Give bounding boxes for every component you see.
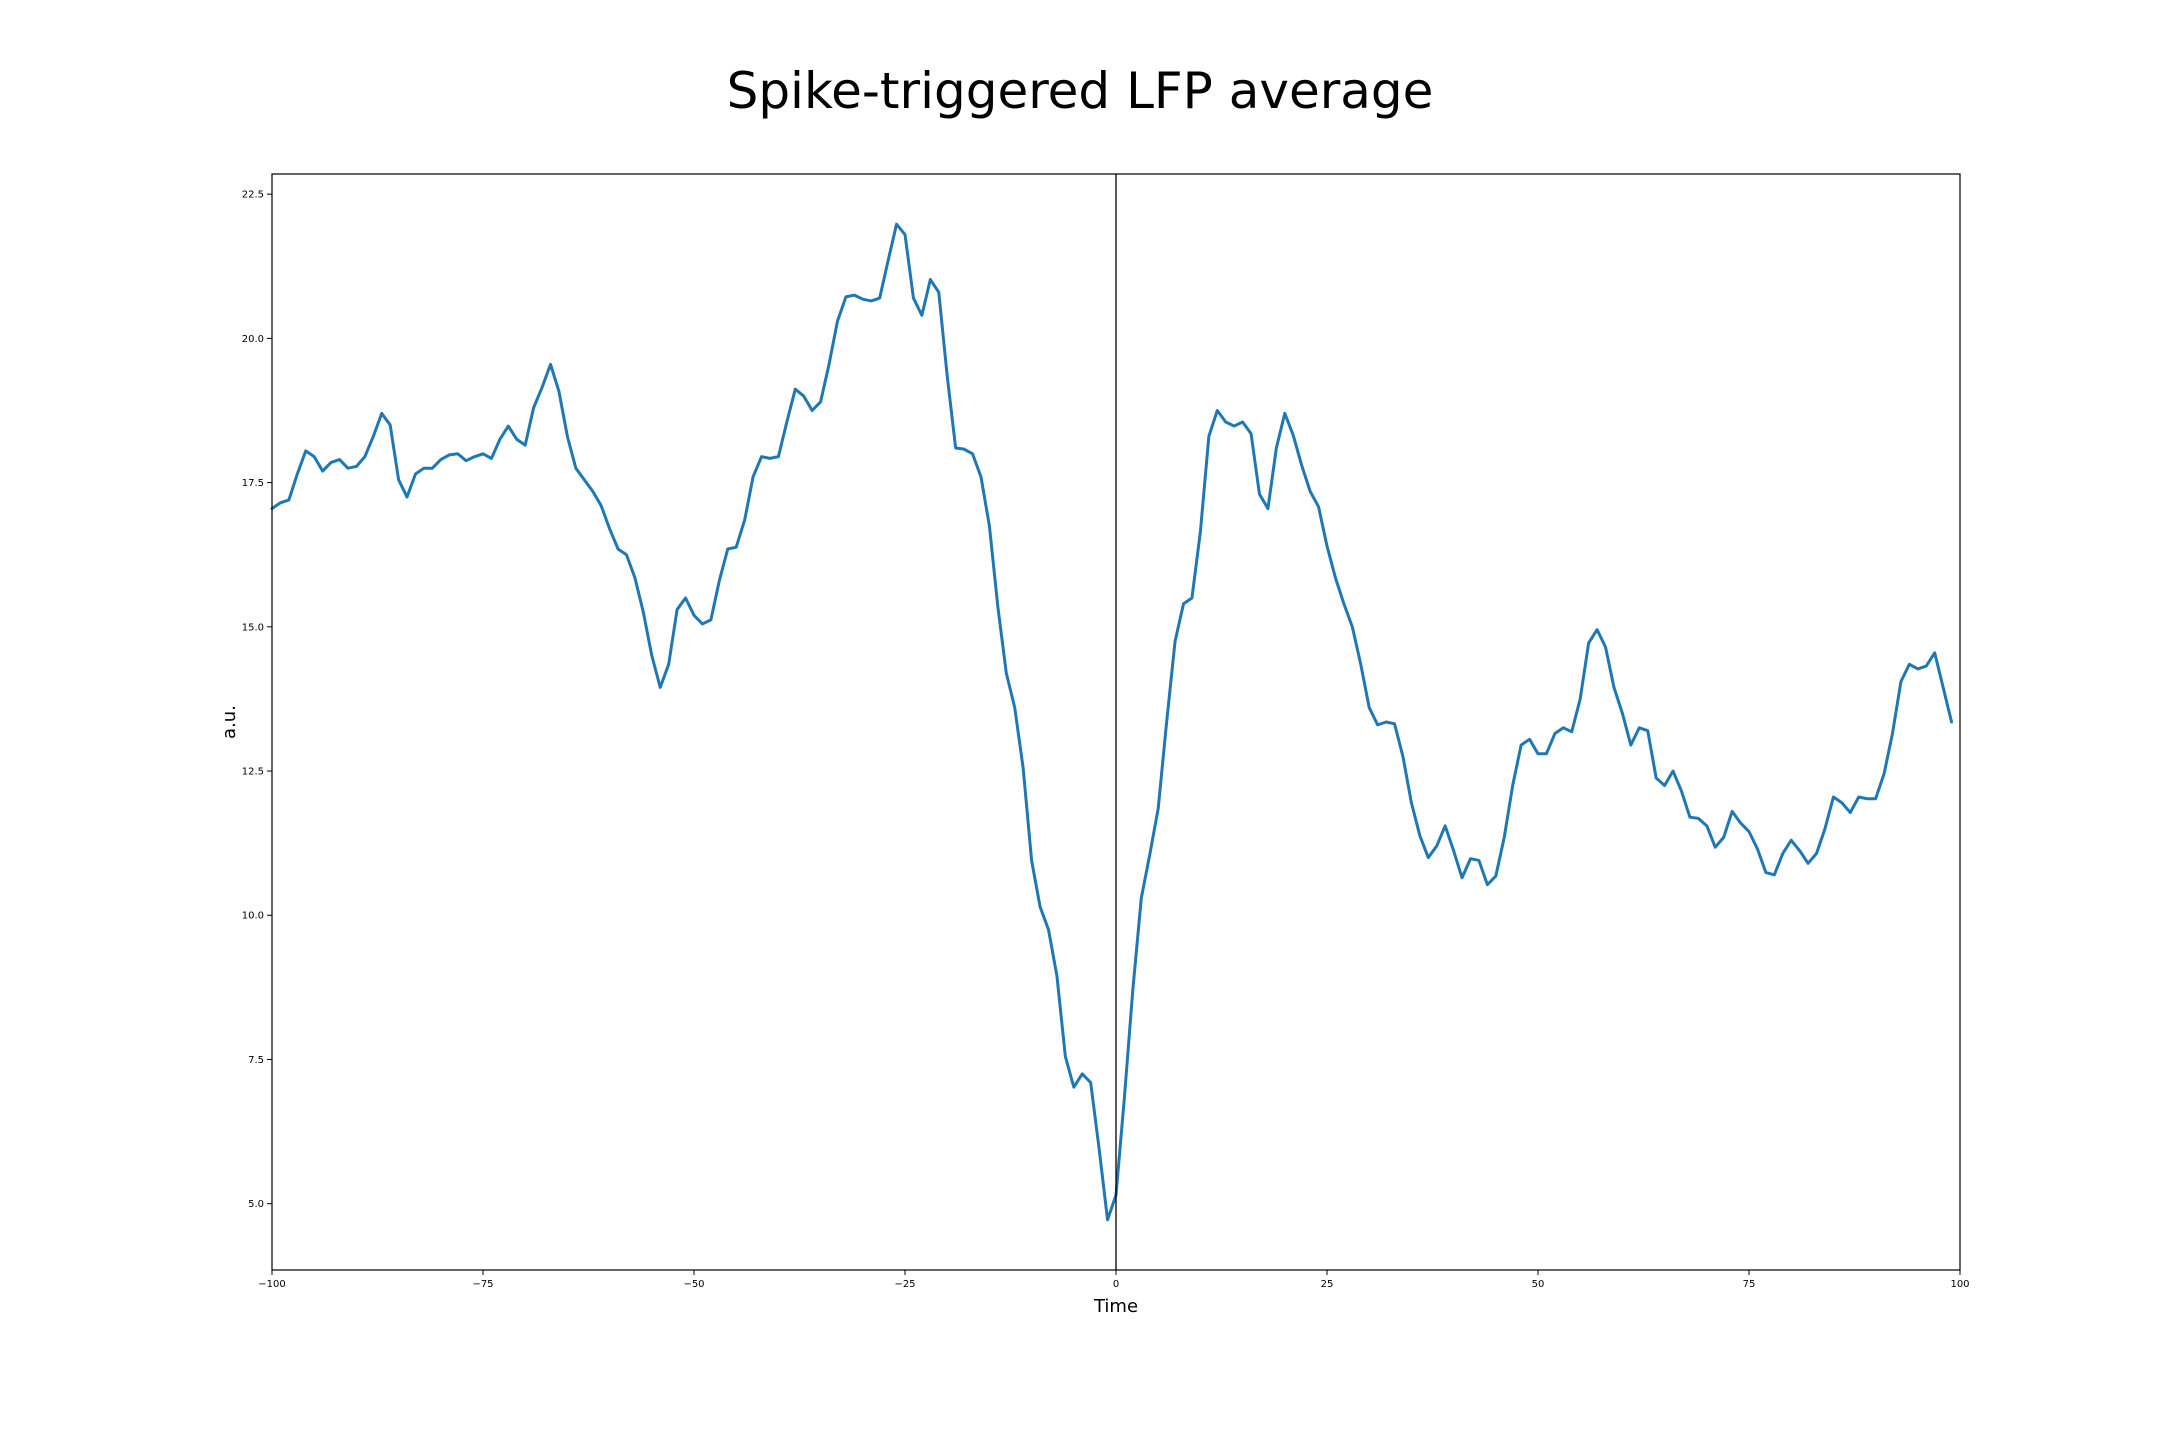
x-tick-label: 25	[1321, 1279, 1334, 1290]
y-axis: 5.0 7.5 10.0 12.5 15.0 17.5 20.0 22.5	[242, 190, 272, 1210]
x-tick-label: 100	[1950, 1279, 1969, 1290]
x-tick-label: 75	[1743, 1279, 1756, 1290]
x-tick-label: −100	[258, 1279, 285, 1290]
y-tick-label: 22.5	[242, 190, 264, 201]
y-tick-label: 5.0	[248, 1199, 264, 1210]
axes	[271, 173, 1961, 1271]
x-axis-label: Time	[1093, 1296, 1138, 1317]
y-tick-label: 10.0	[242, 911, 264, 922]
y-tick-label: 15.0	[242, 622, 264, 633]
y-tick-label: 20.0	[242, 334, 264, 345]
x-tick-label: 50	[1532, 1279, 1545, 1290]
y-tick-label: 7.5	[248, 1055, 264, 1066]
y-tick-label: 17.5	[242, 478, 264, 489]
x-tick-label: 0	[1113, 1279, 1119, 1290]
x-tick-label: −50	[683, 1279, 704, 1290]
x-tick-label: −75	[472, 1279, 493, 1290]
y-tick-label: 12.5	[242, 767, 264, 778]
y-axis-label: a.u.	[219, 705, 240, 739]
x-axis: −100 −75 −50 −25 0 25 50 75 100	[258, 1270, 1970, 1290]
plot-area	[270, 222, 1954, 1222]
chart-title: Spike-triggered LFP average	[726, 62, 1434, 120]
x-tick-label: −25	[894, 1279, 915, 1290]
series-line-1	[270, 222, 1954, 1222]
